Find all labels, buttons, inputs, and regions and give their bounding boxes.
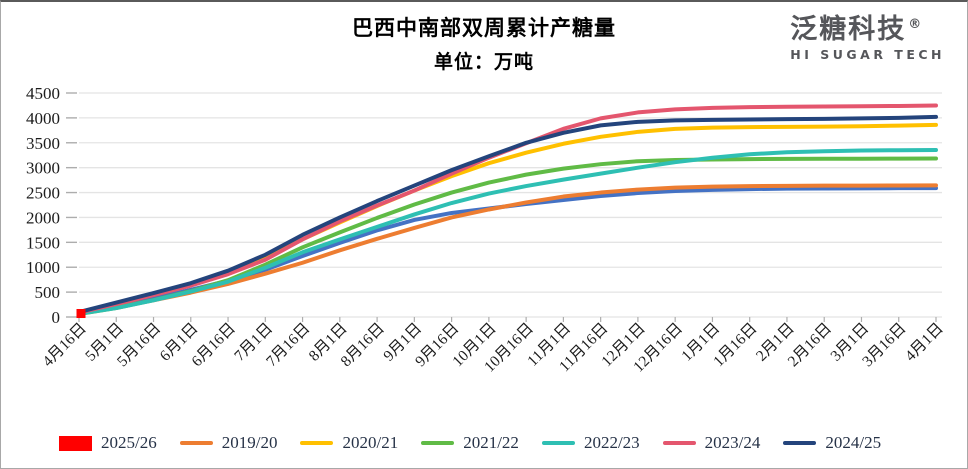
legend-label: 2019/20 (221, 433, 278, 452)
y-tick-label: 3500 (26, 134, 60, 153)
legend-label: 2021/22 (463, 433, 519, 452)
legend-swatch (421, 441, 455, 445)
y-tick-label: 2000 (26, 208, 60, 227)
legend-swatch (179, 441, 213, 445)
legend-item-2024-25: 2024/25 (783, 433, 881, 453)
legend-swatch (662, 441, 696, 445)
brand-name-cn: 泛糖科技 (790, 14, 907, 45)
legend-label: 2022/23 (583, 433, 640, 452)
svg-text:4月16日: 4月16日 (39, 320, 89, 370)
chart-legend: 2025/26 2019/20 2020/21 2021/22 2022/23 2023/… (59, 428, 959, 458)
legend-swatch (59, 435, 92, 451)
legend-item-2019-20: 2019/20 (179, 433, 278, 453)
y-tick-label: 4000 (26, 109, 60, 128)
legend-item-2025-26: 2025/26 (59, 433, 157, 453)
legend-item-2020-21: 2020/21 (300, 433, 398, 453)
y-tick-label: 1500 (26, 233, 60, 252)
series-line-2022-23 (77, 147, 938, 316)
legend-label: 2020/21 (342, 433, 399, 452)
y-tick-label: 2500 (26, 184, 60, 203)
series-line-2019-20 (77, 183, 938, 316)
x-tick-label: 4月16日 (39, 320, 89, 370)
y-tick-label: 1000 (26, 258, 60, 277)
series-line-2024-25 (77, 114, 938, 315)
y-tick-label: 0 (52, 308, 61, 327)
legend-swatch (541, 441, 575, 445)
svg-text:4月1日: 4月1日 (902, 320, 947, 365)
legend-swatch (783, 441, 817, 445)
legend-swatch (300, 441, 334, 445)
legend-item-2023-24: 2023/24 (662, 433, 761, 453)
series-marker-2025-26 (76, 309, 86, 319)
series-line-2023-24 (77, 103, 938, 315)
legend-item-2022-23: 2022/23 (541, 433, 640, 453)
brand-logo: 泛糖科技 ® HI SUGAR TECH (790, 16, 945, 62)
x-tick-label: 4月1日 (902, 320, 947, 365)
y-tick-label: 500 (35, 283, 61, 302)
legend-label: 2025/26 (101, 433, 157, 452)
registered-trademark-icon: ® (908, 17, 924, 32)
legend-label: 2024/25 (825, 433, 882, 452)
legend-label: 2023/24 (704, 433, 761, 452)
legend-item-2021-22: 2021/22 (421, 433, 519, 453)
y-tick-label: 4500 (26, 84, 60, 103)
brand-name-en: HI SUGAR TECH (790, 47, 945, 62)
y-tick-label: 3000 (26, 159, 60, 178)
